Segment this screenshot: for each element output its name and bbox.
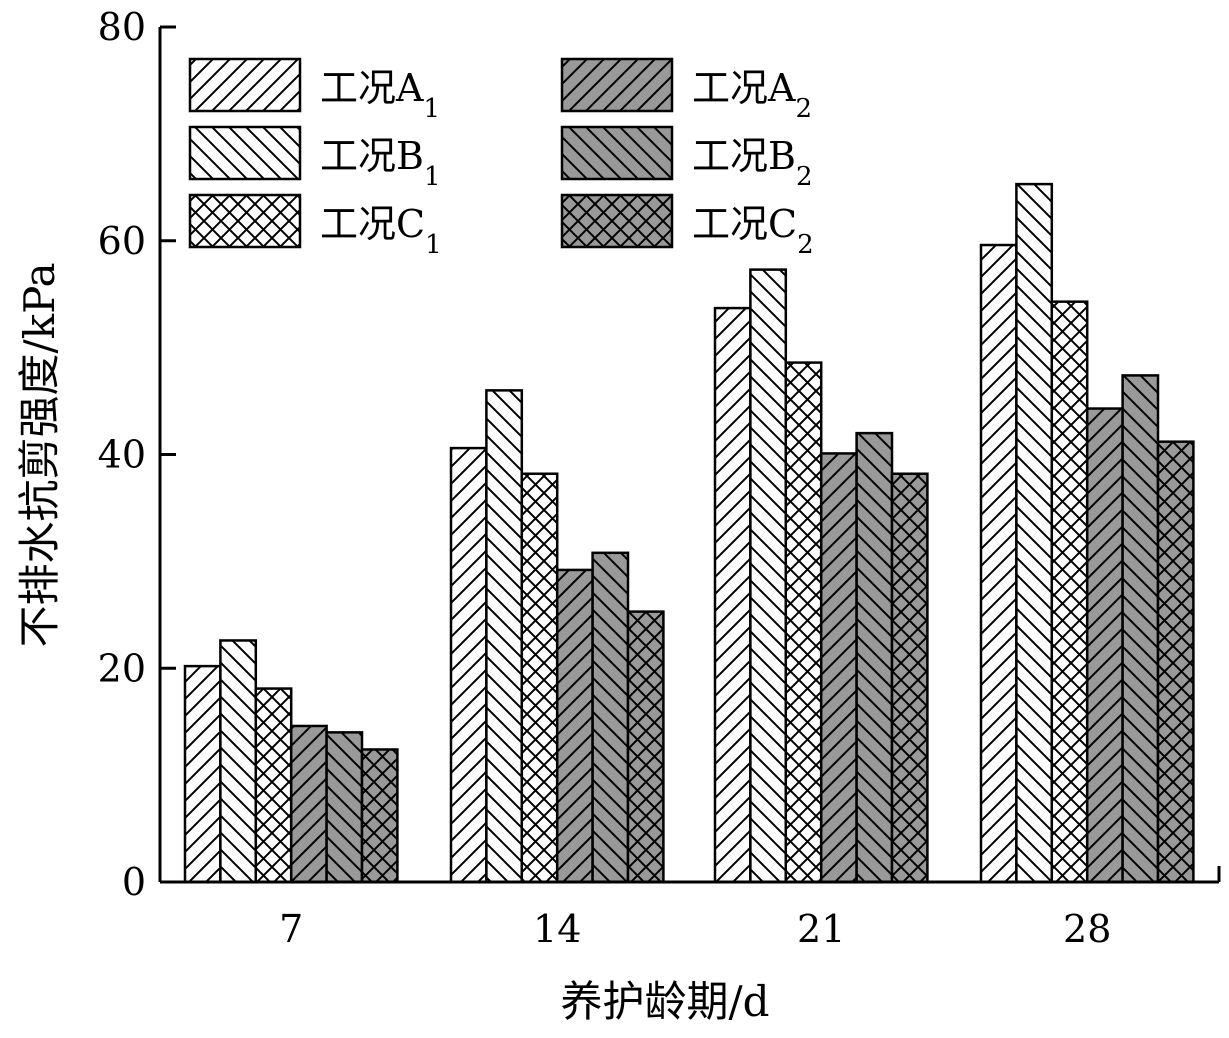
bar-28-series-3 [1050,300,1089,884]
bar-21-series-6 [890,472,929,884]
bar-21-series-3 [784,361,823,884]
bar-7-series-4 [289,724,328,884]
x-ticks: 7 14 21 28 [279,907,1111,951]
legend-swatch [188,193,302,249]
bars-layer [183,182,1195,884]
y-ticks: 0 20 40 60 80 [98,5,176,904]
bar-14-series-4 [555,568,594,884]
y-tick-label: 80 [98,5,146,49]
bar-21-series-4 [819,452,858,884]
bar-28-series-6 [1156,440,1195,884]
bar-21-series-2 [749,268,788,884]
bar-21-series-1 [713,306,752,884]
legend: 工况A1 工况B1 工况C1 工况A2 工况B2 工况C2 [188,57,814,260]
bar-14-series-5 [591,551,630,884]
x-tick-label: 28 [1063,907,1111,951]
bar-14-series-2 [485,389,524,884]
bar-14-series-3 [520,472,559,884]
bar-7-series-5 [325,731,364,884]
y-tick-label: 0 [122,860,146,904]
bar-7-series-3 [254,687,293,884]
bar-7-series-6 [360,748,399,884]
bar-7-series-1 [183,664,222,884]
y-tick-label: 20 [98,646,146,690]
x-axis-title: 养护龄期/d [560,977,769,1026]
y-axis-title: 不排水抗剪强度/kPa [15,262,64,647]
legend-label: 工况C2 [692,202,814,260]
legend-label: 工况A1 [320,66,440,124]
legend-label: 工况B2 [692,134,812,192]
legend-label: 工况A2 [692,66,812,124]
bar-28-series-1 [979,243,1018,884]
x-tick-label: 21 [797,907,845,951]
bar-28-series-5 [1121,374,1160,884]
legend-swatch [560,193,674,249]
x-tick-label: 7 [279,907,303,951]
y-tick-label: 60 [98,219,146,263]
legend-swatch [188,125,302,181]
y-tick-label: 40 [98,433,146,477]
legend-swatch [188,57,302,113]
legend-swatch [560,125,674,181]
bar-21-series-5 [855,431,894,884]
bar-14-series-1 [449,446,488,884]
bar-7-series-2 [219,639,258,884]
x-tick-label: 14 [533,907,581,951]
legend-swatch [560,57,674,113]
legend-label: 工况B1 [320,134,440,192]
bar-28-series-2 [1015,182,1054,884]
legend-label: 工况C1 [320,202,442,260]
bar-14-series-6 [626,610,665,884]
bar-28-series-4 [1085,407,1124,884]
